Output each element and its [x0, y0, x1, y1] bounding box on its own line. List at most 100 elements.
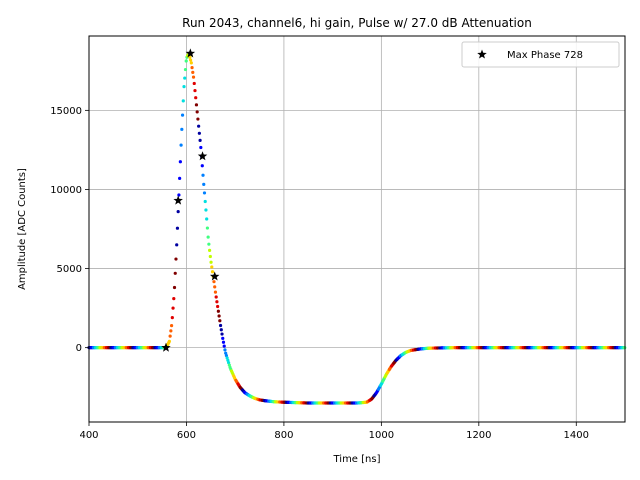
waveform-point — [167, 339, 171, 343]
waveform-point — [176, 209, 180, 214]
max-phase-point — [173, 195, 183, 205]
grid-lines — [88, 36, 625, 422]
waveform-point — [168, 334, 172, 338]
waveform-point — [175, 226, 180, 230]
waveform-point — [197, 131, 201, 135]
y-tick-label: 15000 — [50, 106, 82, 117]
waveform-point — [172, 297, 176, 301]
waveform-point — [220, 332, 224, 336]
waveform-point — [190, 66, 194, 70]
waveform-point — [197, 124, 201, 128]
x-tick-label: 1200 — [466, 430, 491, 441]
legend-star-marker — [477, 49, 487, 59]
x-axis-label: Time [ns] — [332, 454, 380, 465]
waveform-point — [218, 323, 223, 328]
max-phase-point — [185, 48, 196, 58]
waveform-point — [178, 176, 182, 180]
waveform-point — [189, 61, 193, 65]
waveform-point — [195, 110, 199, 114]
waveform-point — [191, 75, 196, 79]
legend-star-icon — [477, 49, 487, 59]
waveform-point — [188, 55, 192, 59]
waveform-point — [214, 295, 218, 299]
waveform-point — [200, 164, 204, 168]
plot-frame — [88, 35, 626, 423]
waveform-point — [223, 348, 227, 352]
waveform-point — [205, 226, 210, 230]
waveform-point — [199, 145, 203, 150]
waveform-point — [210, 265, 214, 269]
waveform-point — [208, 248, 212, 252]
waveform-point — [208, 254, 212, 259]
waveform-point — [217, 314, 221, 318]
waveform-point — [196, 117, 200, 121]
waveform-point — [188, 58, 193, 62]
waveform-point — [181, 99, 185, 103]
y-axis-label: Amplitude [ADC Counts] — [17, 168, 28, 290]
waveform-point — [207, 242, 211, 246]
waveform-point — [177, 193, 181, 197]
waveform-point — [218, 319, 222, 323]
legend: Max Phase 728 — [461, 41, 620, 68]
waveform-point — [198, 138, 202, 143]
waveform-point — [179, 143, 183, 147]
waveform-point — [213, 290, 218, 294]
waveform-point — [191, 70, 195, 74]
waveform-point — [202, 182, 206, 186]
waveform-point — [180, 113, 185, 117]
pulse-waveform — [87, 52, 627, 405]
max-phase-point — [197, 151, 208, 161]
waveform-point — [205, 217, 209, 221]
waveform-point — [209, 260, 213, 264]
x-tick-label: 1400 — [564, 430, 589, 441]
waveform-point — [170, 315, 174, 320]
waveform-point — [178, 160, 182, 164]
waveform-point — [194, 103, 199, 107]
waveform-point — [222, 344, 226, 348]
y-tick-label: 0 — [76, 343, 82, 354]
waveform-point — [183, 76, 187, 80]
waveform-point — [219, 328, 223, 332]
waveform-point — [171, 306, 175, 310]
waveform-point — [184, 59, 188, 63]
waveform-point — [180, 127, 184, 131]
x-axis-ticks: 400 600 800 1000 1200 1400 — [79, 422, 589, 441]
waveform-point — [216, 304, 220, 309]
x-tick-label: 800 — [274, 430, 293, 441]
waveform-point — [169, 329, 173, 333]
waveform-point — [193, 88, 197, 93]
x-tick-label: 1000 — [369, 430, 394, 441]
waveform-point — [192, 81, 196, 86]
waveform-point — [215, 300, 219, 304]
waveform-point — [203, 199, 207, 204]
waveform-point — [213, 285, 217, 289]
waveform-point — [221, 336, 225, 340]
waveform-point — [194, 96, 198, 100]
y-tick-label: 10000 — [50, 185, 82, 196]
max-phase-markers — [161, 48, 220, 352]
chart-title: Run 2043, channel6, hi gain, Pulse w/ 27… — [182, 16, 532, 30]
waveform-point — [216, 309, 220, 313]
waveform-point — [173, 271, 177, 275]
waveform-point — [221, 340, 226, 344]
waveform-point — [204, 208, 208, 212]
max-phase-point — [209, 271, 220, 281]
y-tick-label: 5000 — [57, 264, 82, 275]
x-tick-label: 400 — [79, 430, 98, 441]
waveform-point — [202, 191, 207, 195]
waveform-point — [169, 324, 174, 328]
waveform-point — [201, 173, 205, 177]
waveform-point — [206, 235, 210, 239]
waveform-point — [212, 280, 216, 284]
waveform-point — [174, 257, 178, 261]
legend-label: Max Phase 728 — [507, 50, 583, 61]
max-phase-point — [161, 342, 171, 352]
x-tick-label: 600 — [177, 430, 196, 441]
waveform-point — [182, 85, 186, 89]
waveform-point — [210, 270, 215, 274]
waveform-point — [183, 67, 188, 72]
waveform-point — [175, 243, 179, 247]
y-axis-ticks: 0 5000 10000 15000 — [50, 106, 89, 354]
waveform-point — [172, 285, 177, 290]
